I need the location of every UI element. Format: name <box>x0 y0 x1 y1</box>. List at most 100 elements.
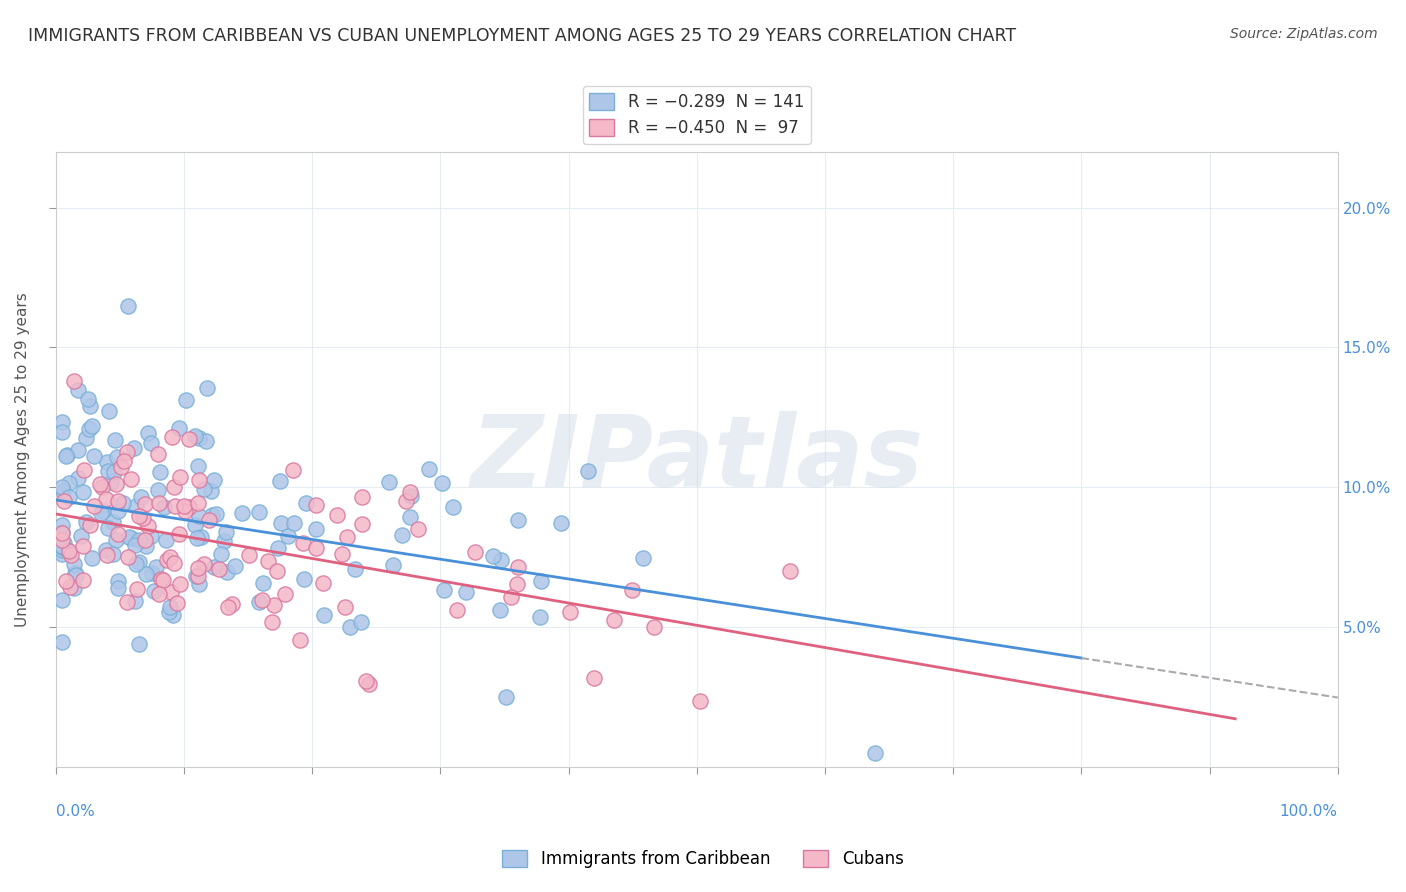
Point <box>212 533 235 548</box>
Point <box>354 673 377 688</box>
Point <box>51 517 73 532</box>
Point <box>399 490 422 504</box>
Point <box>90 480 112 494</box>
Point <box>332 547 354 561</box>
Point <box>350 490 373 504</box>
Point <box>292 572 315 586</box>
Point <box>336 530 359 544</box>
Point <box>146 483 169 497</box>
Point <box>145 559 167 574</box>
Point <box>184 428 207 442</box>
Point <box>489 553 512 567</box>
Point <box>247 505 270 519</box>
Text: Source: ZipAtlas.com: Source: ZipAtlas.com <box>1230 27 1378 41</box>
Point <box>146 447 169 461</box>
Point <box>633 550 655 565</box>
Point <box>63 375 86 389</box>
Point <box>58 490 80 504</box>
Point <box>269 474 291 488</box>
Legend: R = −0.289  N = 141, R = −0.450  N =  97: R = −0.289 N = 141, R = −0.450 N = 97 <box>582 86 811 144</box>
Point <box>215 524 238 539</box>
Point <box>176 392 198 407</box>
Point <box>72 484 94 499</box>
Point <box>529 609 551 624</box>
Point <box>73 463 96 477</box>
Point <box>128 555 150 569</box>
Point <box>134 498 156 512</box>
Point <box>67 471 90 485</box>
Point <box>79 399 101 413</box>
Legend: Immigrants from Caribbean, Cubans: Immigrants from Caribbean, Cubans <box>496 843 910 875</box>
Point <box>112 454 135 468</box>
Point <box>863 746 886 760</box>
Point <box>103 547 125 561</box>
Point <box>51 425 73 439</box>
Point <box>167 527 190 541</box>
Point <box>430 475 453 490</box>
Point <box>193 483 215 497</box>
Point <box>187 577 209 591</box>
Point <box>67 384 90 398</box>
Y-axis label: Unemployment Among Ages 25 to 29 years: Unemployment Among Ages 25 to 29 years <box>15 292 30 627</box>
Point <box>51 480 73 494</box>
Point <box>250 593 273 607</box>
Point <box>107 581 129 595</box>
Point <box>200 483 222 498</box>
Point <box>156 553 179 567</box>
Point <box>456 585 478 599</box>
Text: 0.0%: 0.0% <box>56 805 94 819</box>
Point <box>643 620 665 634</box>
Point <box>160 585 183 599</box>
Point <box>169 577 191 591</box>
Point <box>464 544 486 558</box>
Point <box>159 550 181 565</box>
Point <box>304 498 326 512</box>
Point <box>101 515 124 529</box>
Point <box>263 598 285 612</box>
Point <box>136 519 159 533</box>
Point <box>72 574 94 588</box>
Point <box>197 512 219 526</box>
Point <box>141 566 163 581</box>
Point <box>97 521 120 535</box>
Point <box>201 508 224 522</box>
Point <box>72 539 94 553</box>
Point <box>103 466 125 480</box>
Point <box>97 465 120 479</box>
Point <box>105 450 128 464</box>
Point <box>128 637 150 651</box>
Point <box>190 530 212 544</box>
Point <box>288 632 311 647</box>
Point <box>65 568 87 582</box>
Point <box>159 600 181 615</box>
Point <box>202 473 225 487</box>
Point <box>139 529 162 543</box>
Point <box>90 506 112 520</box>
Point <box>305 522 328 536</box>
Point <box>125 582 148 596</box>
Point <box>107 574 129 588</box>
Point <box>55 574 77 588</box>
Point <box>117 299 139 313</box>
Point <box>689 694 711 708</box>
Point <box>215 565 238 579</box>
Point <box>357 677 380 691</box>
Point <box>115 595 138 609</box>
Point <box>134 533 156 547</box>
Point <box>59 581 82 595</box>
Point <box>506 560 529 574</box>
Point <box>112 496 135 510</box>
Point <box>311 575 333 590</box>
Point <box>83 500 105 514</box>
Point <box>312 608 335 623</box>
Point <box>125 557 148 571</box>
Point <box>163 480 186 494</box>
Point <box>169 470 191 484</box>
Point <box>56 448 79 462</box>
Point <box>399 510 422 524</box>
Point <box>163 556 186 570</box>
Point <box>173 499 195 513</box>
Point <box>128 509 150 524</box>
Point <box>107 527 129 541</box>
Point <box>257 554 280 568</box>
